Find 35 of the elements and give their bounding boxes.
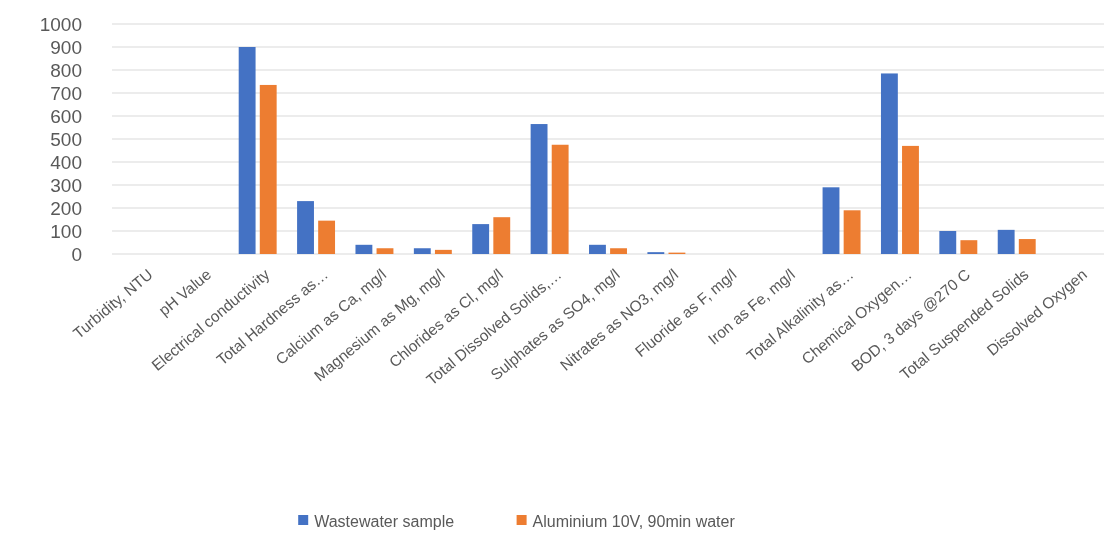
bar [939,231,957,254]
y-tick-label: 700 [50,82,82,104]
legend-label: Wastewater sample [314,512,455,530]
bar [822,187,840,254]
y-tick-label: 800 [50,59,82,81]
bar [318,220,336,254]
bar [902,145,919,254]
y-tick-label: 500 [50,128,82,150]
bar [880,73,898,254]
legend-label: Aluminium 10V, 90min water [532,512,736,530]
bar [551,144,569,254]
y-tick-label: 300 [50,174,82,196]
y-tick-label: 0 [71,243,82,265]
y-tick-label: 900 [50,36,82,58]
y-tick-label: 1000 [39,13,82,35]
bar [610,248,627,254]
bar [472,224,490,254]
bar [259,84,277,254]
bar [960,240,978,254]
bar [589,244,606,254]
bar [434,249,452,254]
bar [530,124,548,254]
bar [843,210,861,254]
bar [297,201,314,254]
bar [238,47,256,254]
bar [413,248,431,254]
y-tick-label: 400 [50,151,82,173]
y-tick-label: 200 [50,197,82,219]
bar [997,229,1015,254]
bar [355,244,373,254]
bar [376,248,394,254]
y-tick-label: 600 [50,105,82,127]
bar [493,217,511,254]
y-tick-label: 100 [50,220,82,242]
bar [1018,239,1036,254]
